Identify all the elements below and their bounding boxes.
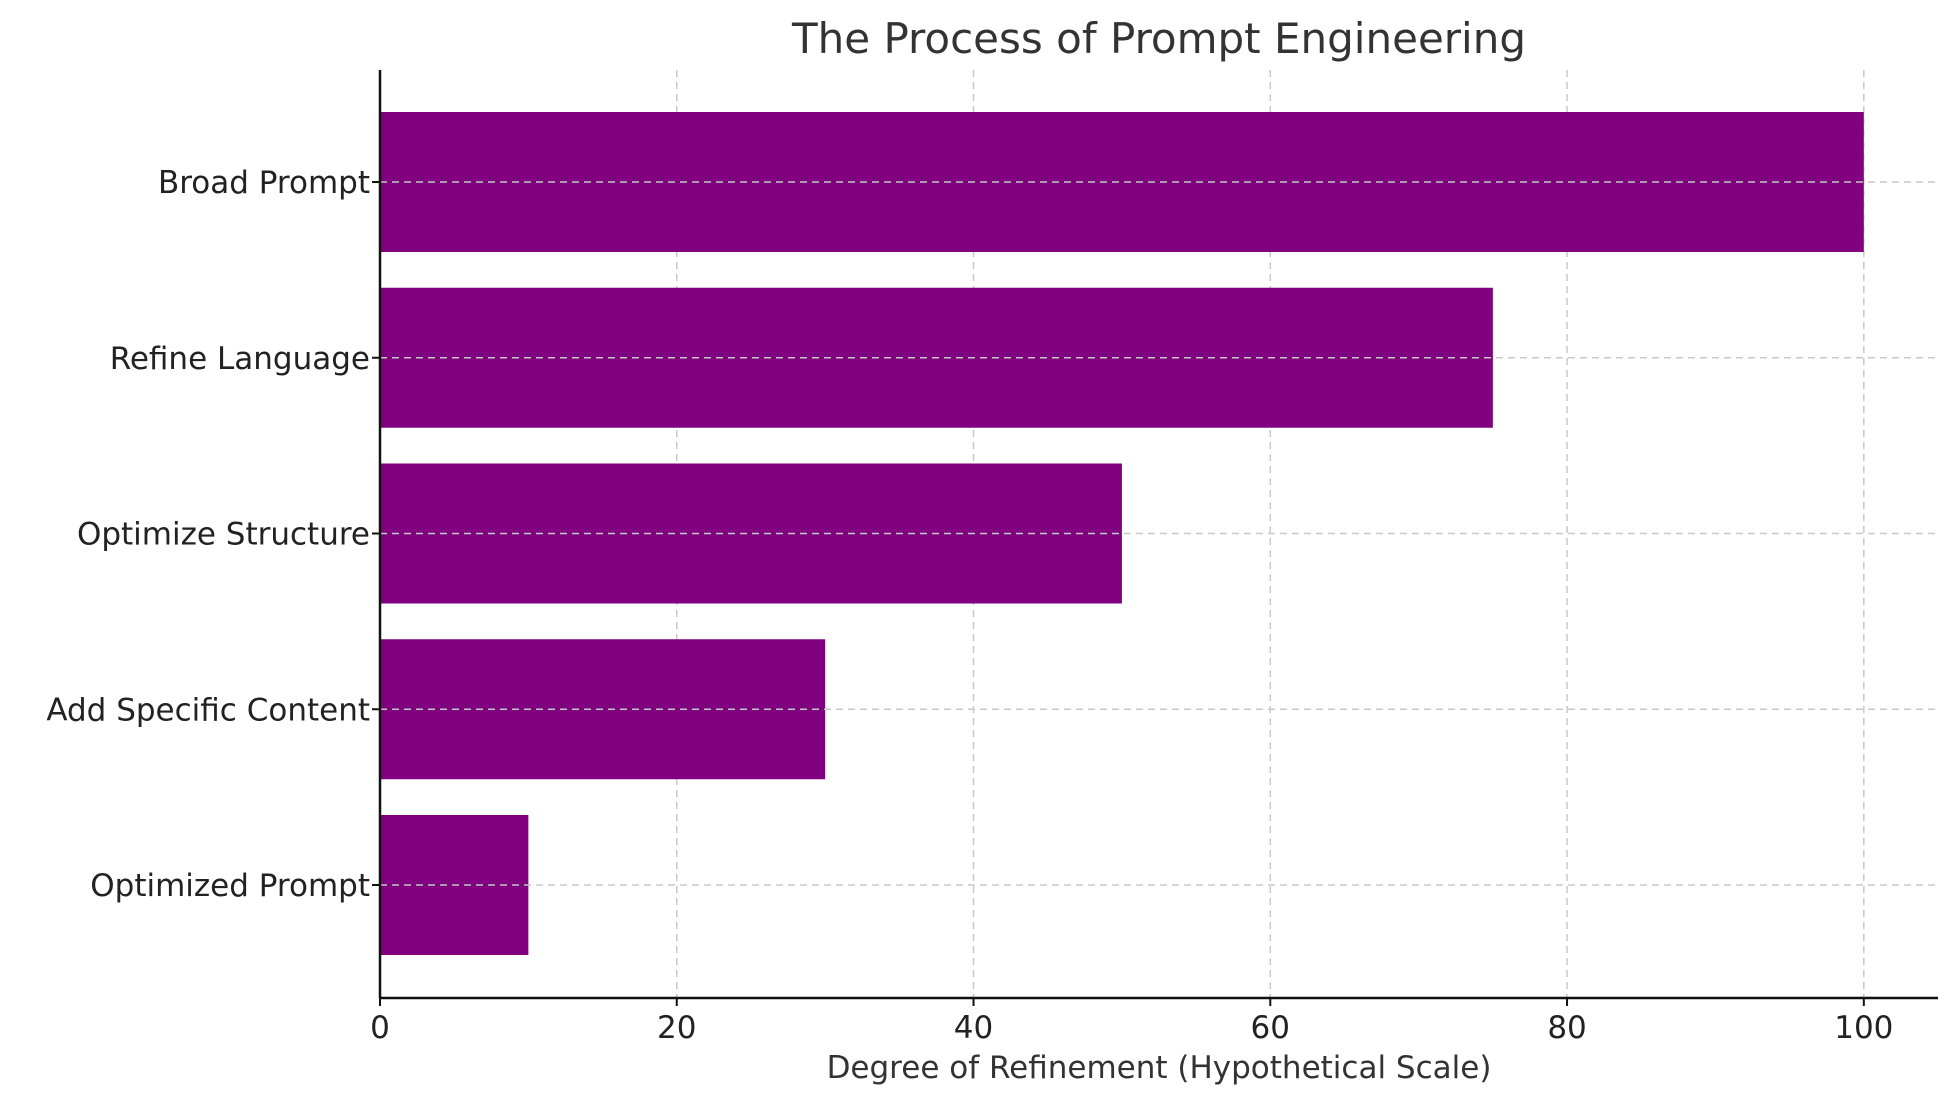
x-axis-ticks: 0 20 40 60 80 100 xyxy=(370,998,1893,1046)
chart-title: The Process of Prompt Engineering xyxy=(791,14,1526,63)
x-tick-label: 0 xyxy=(370,1010,390,1046)
grid-lines xyxy=(676,70,1865,998)
x-tick-label: 60 xyxy=(1251,1010,1290,1046)
y-tick-label: Optimize Structure xyxy=(77,517,370,553)
x-tick-label: 80 xyxy=(1547,1010,1586,1046)
x-axis-label: Degree of Refinement (Hypothetical Scale… xyxy=(827,1050,1492,1086)
x-tick-label: 40 xyxy=(954,1010,993,1046)
x-tick-label: 100 xyxy=(1834,1010,1893,1046)
y-tick-label: Add Specific Content xyxy=(46,692,370,728)
y-tick-label: Refine Language xyxy=(110,341,370,377)
y-tick-label: Optimized Prompt xyxy=(90,868,370,904)
x-tick-label: 20 xyxy=(657,1010,696,1046)
y-axis-ticks: Broad Prompt Refine Language Optimize Stru… xyxy=(46,165,380,904)
y-tick-label: Broad Prompt xyxy=(158,165,370,201)
